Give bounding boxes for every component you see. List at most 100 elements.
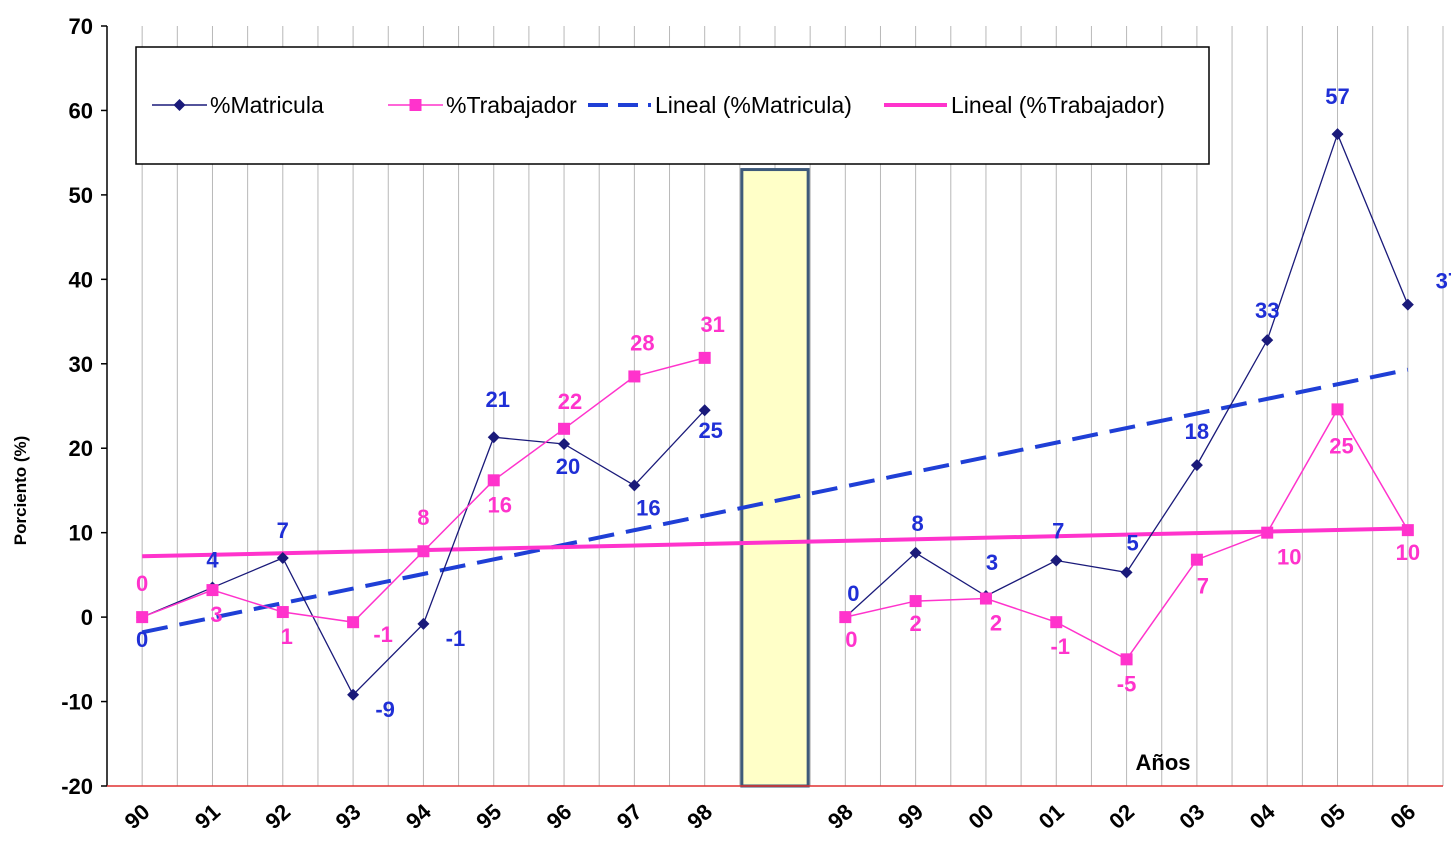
x-tick-label: 98 [682,799,717,834]
data-label: 21 [485,387,509,412]
data-point [1401,524,1414,537]
data-point [558,422,571,435]
data-label: -5 [1117,671,1137,696]
data-label: -1 [1050,634,1070,659]
y-tick-label: 20 [69,436,93,461]
data-point [979,592,992,605]
trendlines [141,367,1409,635]
data-label: 20 [556,454,580,479]
data-label: 10 [1396,540,1420,565]
legend-marker [173,99,186,111]
y-tick-label: -10 [61,690,93,715]
data-label: 4 [206,548,219,573]
y-tick-label: 70 [69,14,93,39]
data-label: 28 [630,330,654,355]
data-label: 18 [1185,419,1209,444]
data-label: -9 [375,697,395,722]
data-label: 25 [1329,433,1353,458]
data-label: 25 [698,418,722,443]
y-tick-label: 0 [81,605,93,630]
data-point [1261,526,1274,539]
data-label: 8 [912,511,924,536]
data-label: 0 [847,581,859,606]
x-tick-label: 94 [401,798,436,833]
legend: %Matricula %Trabajador Lineal (%Matricula)… [135,46,1210,165]
data-point [698,404,711,417]
series [136,128,1414,701]
data-point [487,431,500,444]
legend-label: Lineal (%Trabajador) [951,92,1165,118]
legend-box [135,46,1210,165]
x-tick-label: 04 [1245,798,1280,833]
data-label: 0 [136,627,148,652]
x-tick-label: 00 [963,799,998,834]
data-point [1331,403,1344,416]
y-tick-label: -20 [61,774,93,799]
y-tick-label: 30 [69,352,93,377]
data-label: 0 [845,627,857,652]
data-label: 8 [417,505,429,530]
data-point [698,351,711,364]
data-label: 31 [700,312,724,337]
data-point [276,606,289,619]
data-point [1050,616,1063,629]
y-axis-title: Porciento (%) [11,436,30,546]
x-tick-label: 01 [1034,799,1069,834]
data-point [347,688,360,701]
data-point [1120,653,1133,666]
data-point [628,370,641,383]
x-tick-label: 02 [1104,799,1139,834]
x-tick-label: 91 [190,799,225,834]
data-point [136,611,149,624]
data-labels: 047-9-1212016250837518335737031-18162228… [136,84,1451,722]
x-tick-label: 06 [1385,799,1420,834]
y-tick-label: 50 [69,183,93,208]
data-point [1331,128,1344,141]
data-point [909,546,922,559]
data-label: 2 [910,611,922,636]
x-tick-label: 99 [893,799,928,834]
x-tick-label: 92 [260,799,295,834]
data-label: 16 [487,492,511,517]
legend-label: %Matricula [210,92,324,118]
data-label: 7 [277,518,289,543]
data-label: 5 [1126,530,1138,555]
data-label: 22 [558,389,582,414]
x-tick-label: 90 [120,799,155,834]
trendline [142,526,1408,559]
x-tick-label: 96 [542,799,577,834]
x-tick-label: 98 [823,799,858,834]
data-point [347,616,360,629]
data-point [417,545,430,558]
y-tick-label: 60 [69,98,93,123]
data-point [1050,554,1063,567]
legend-marker [409,99,422,111]
data-point [1120,566,1133,579]
data-label: 57 [1325,84,1349,109]
data-point [276,552,289,564]
data-label: -1 [373,622,393,647]
data-point [1261,334,1274,347]
data-label: 33 [1255,298,1279,323]
data-point [558,438,571,450]
data-label: 16 [636,495,660,520]
x-tick-label: 05 [1315,799,1350,834]
data-point [206,584,219,597]
data-label: 2 [990,611,1002,636]
x-tick-label: 95 [471,799,506,834]
trendline [141,367,1409,635]
data-label: 0 [136,571,148,596]
data-point [417,617,430,630]
data-label: 10 [1277,545,1301,570]
data-point [1401,298,1414,311]
data-label: 37 [1436,269,1451,294]
gap-box [740,168,810,788]
y-tick-label: 10 [69,521,93,546]
data-label: 7 [1197,574,1209,599]
data-label: 3 [986,550,998,575]
legend-label: %Trabajador [446,92,577,118]
x-tick-label: 97 [612,799,647,834]
data-point [1190,553,1203,566]
data-label: -1 [446,626,466,651]
